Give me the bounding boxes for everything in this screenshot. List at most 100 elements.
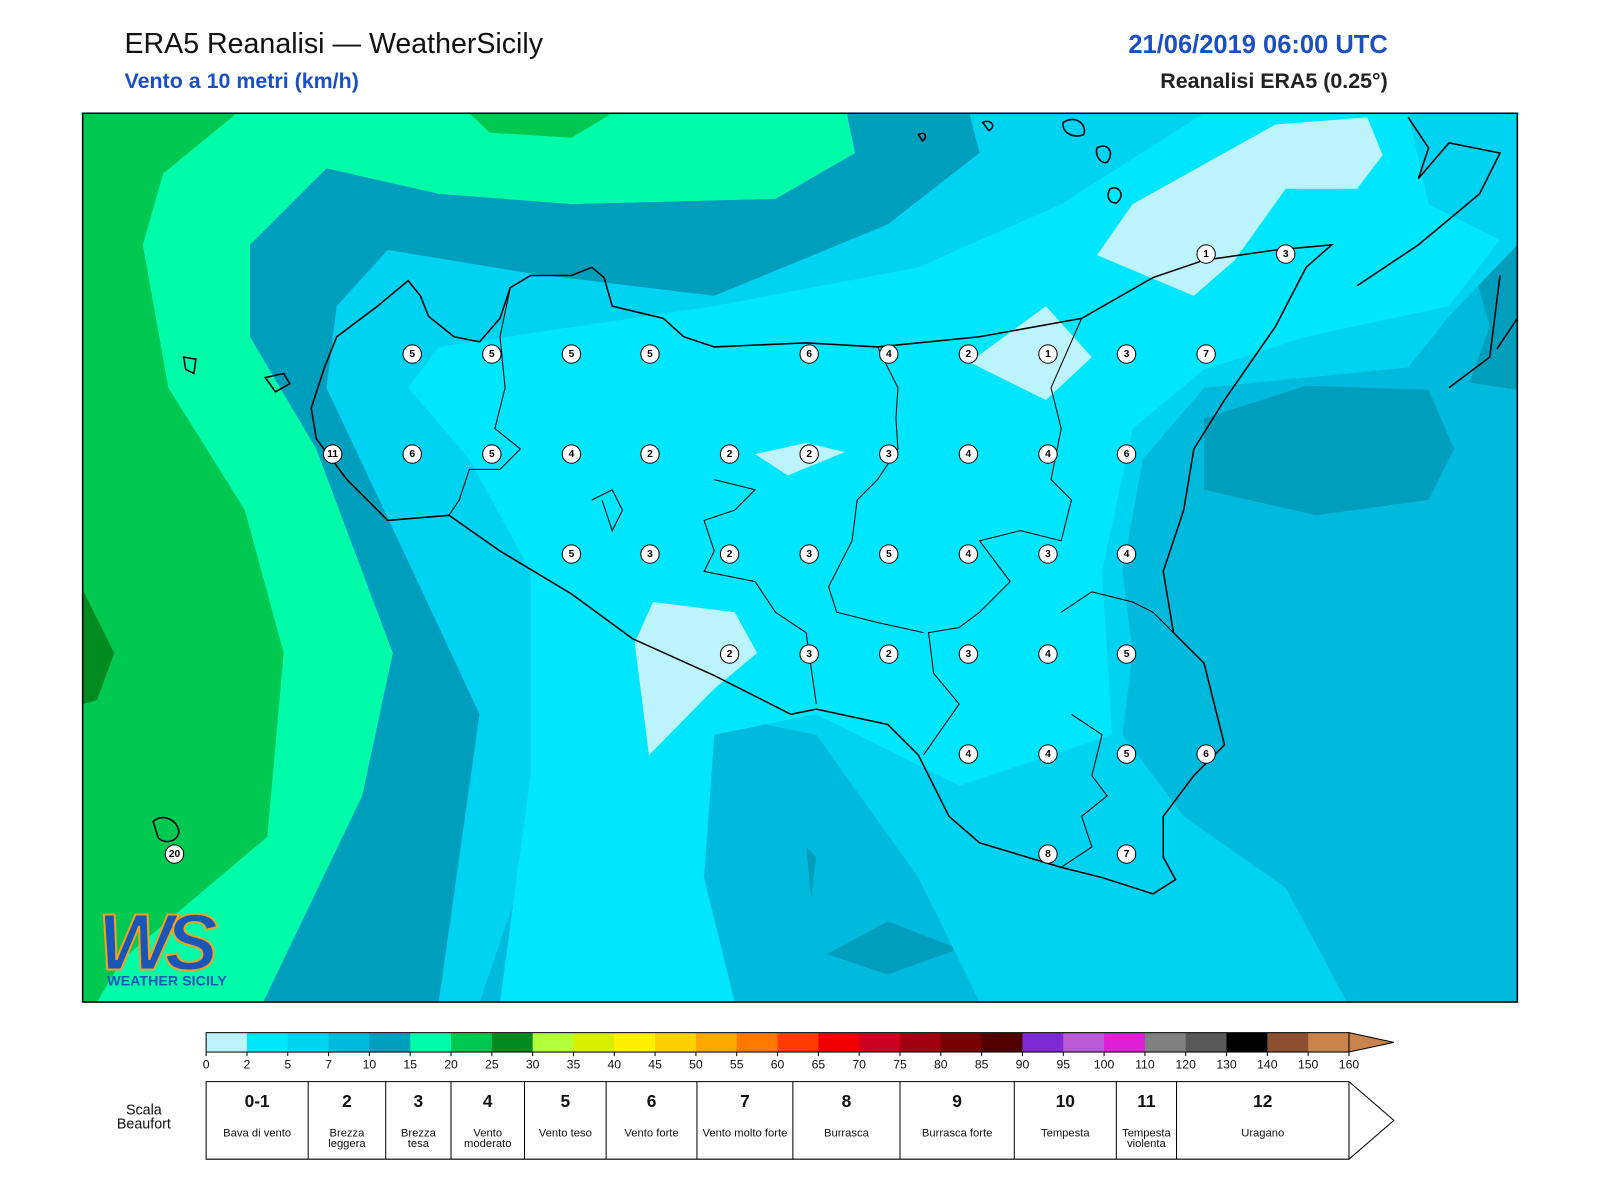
station-marker bbox=[482, 444, 502, 464]
beaufort-level: 2 Brezza leggera bbox=[308, 1082, 386, 1160]
map-frame bbox=[81, 112, 1519, 1003]
beaufort-level: 5 Vento teso bbox=[524, 1082, 606, 1160]
beaufort-outline bbox=[205, 1081, 1395, 1160]
station-value: 5 bbox=[489, 449, 495, 460]
station: 3 bbox=[1116, 344, 1137, 364]
station-marker bbox=[719, 444, 740, 464]
station-value: 5 bbox=[409, 349, 415, 360]
station-value: 3 bbox=[647, 549, 653, 560]
colorbar-tick-label: 20 bbox=[444, 1057, 458, 1071]
beaufort-cell: 5 Vento teso bbox=[524, 1082, 606, 1160]
beaufort-force: 3 bbox=[413, 1091, 424, 1112]
station-value: 11 bbox=[327, 449, 338, 460]
field-15-20 bbox=[82, 113, 856, 1003]
station-value: 3 bbox=[806, 549, 812, 560]
province-borders bbox=[448, 287, 1195, 868]
field-25-30 bbox=[82, 589, 115, 705]
station: 4 bbox=[958, 444, 979, 464]
station: 6 bbox=[799, 344, 819, 364]
station-marker bbox=[1038, 844, 1058, 864]
color-swatch bbox=[1144, 1032, 1187, 1053]
beaufort-force: 12 bbox=[1253, 1091, 1273, 1112]
beaufort-cell: 3 Brezza tesa bbox=[401, 1091, 436, 1150]
color-swatch bbox=[206, 1032, 248, 1053]
colorbar-tick-label: 85 bbox=[975, 1057, 989, 1071]
station-value: 6 bbox=[806, 349, 812, 360]
station: 3 bbox=[879, 444, 899, 464]
station-marker bbox=[879, 444, 899, 464]
subtitle: Vento a 10 metri (km/h) bbox=[124, 69, 358, 93]
station-value: 4 bbox=[1045, 449, 1051, 460]
beaufort-force: 9 bbox=[952, 1091, 962, 1112]
beaufort-level: 7 Vento molto forte bbox=[697, 1082, 793, 1160]
colorbar-tick-label: 45 bbox=[648, 1057, 662, 1071]
color-swatch bbox=[491, 1032, 534, 1053]
colorbar-tick-label: 70 bbox=[852, 1057, 866, 1071]
station-value: 3 bbox=[1124, 349, 1130, 360]
color-swatch bbox=[451, 1032, 493, 1053]
beaufort-description: Tempesta bbox=[1040, 1127, 1090, 1140]
station: 7 bbox=[1116, 844, 1137, 864]
station-marker bbox=[561, 444, 582, 464]
beaufort-cell: 8 Burrasca bbox=[824, 1092, 869, 1139]
color-swatch bbox=[655, 1032, 697, 1053]
station-value: 6 bbox=[409, 449, 415, 460]
beaufort-cell: 10 Tempesta bbox=[1014, 1082, 1116, 1160]
colorbar-tick-label: 130 bbox=[1216, 1057, 1237, 1071]
colorbar-tick-label: 40 bbox=[607, 1057, 621, 1071]
station-marker bbox=[1038, 444, 1058, 464]
field-20-25 bbox=[469, 113, 613, 138]
color-swatch bbox=[695, 1032, 738, 1053]
station-marker bbox=[1038, 344, 1058, 364]
beaufort-description: Vento forte bbox=[624, 1127, 679, 1140]
station-value: 2 bbox=[727, 549, 733, 560]
station-value: 6 bbox=[1203, 749, 1209, 760]
field-0-2 bbox=[634, 602, 758, 756]
field-0-2 bbox=[969, 306, 1092, 400]
station-marker bbox=[1038, 644, 1058, 664]
colorbar-tick-label: 160 bbox=[1339, 1057, 1360, 1071]
field-10-15 bbox=[806, 846, 817, 898]
station-value: 2 bbox=[727, 449, 733, 460]
station-value: 5 bbox=[1124, 649, 1130, 660]
beaufort-force: 5 bbox=[560, 1091, 571, 1112]
color-swatch bbox=[287, 1032, 330, 1053]
station: 2 bbox=[799, 444, 819, 464]
station-marker bbox=[1116, 644, 1137, 664]
beaufort-level: 10 Tempesta bbox=[1014, 1082, 1116, 1160]
color-swatch bbox=[1267, 1032, 1309, 1053]
station-value: 8 bbox=[1045, 849, 1051, 860]
station-marker bbox=[1196, 344, 1216, 364]
station: 20 bbox=[164, 844, 185, 864]
station-value: 2 bbox=[727, 649, 733, 660]
colorbar-tick-label: 120 bbox=[1176, 1057, 1197, 1071]
station-marker bbox=[1116, 844, 1137, 864]
station: 3 bbox=[799, 544, 819, 564]
beaufort-cell: 11 Tempesta violenta bbox=[1122, 1092, 1171, 1150]
station: 6 bbox=[1196, 744, 1216, 764]
station-value: 1 bbox=[1203, 249, 1209, 260]
station: 4 bbox=[958, 744, 979, 764]
color-swatch bbox=[859, 1032, 901, 1053]
station-marker bbox=[1116, 344, 1137, 364]
beaufort-force: 4 bbox=[482, 1091, 493, 1112]
colorbar-extend-arrow bbox=[1348, 1032, 1394, 1053]
colorbar-tick-label: 140 bbox=[1257, 1057, 1278, 1071]
field-10-15 bbox=[826, 921, 960, 975]
beaufort-description: Burrasca forte bbox=[921, 1127, 993, 1140]
station: 2 bbox=[958, 344, 979, 364]
colorbar-tick-label: 80 bbox=[934, 1057, 948, 1071]
colorbar-tick-label: 15 bbox=[403, 1057, 417, 1071]
station-marker bbox=[1276, 244, 1296, 264]
station-marker bbox=[1116, 444, 1137, 464]
station: 4 bbox=[879, 344, 899, 364]
colorbar-tick-label: 25 bbox=[485, 1057, 499, 1071]
station-marker bbox=[322, 444, 343, 464]
station: 3 bbox=[1038, 544, 1058, 564]
colorbar-tick-label: 2 bbox=[244, 1057, 251, 1071]
color-swatch bbox=[777, 1032, 819, 1053]
beaufort-description: Vento moderato bbox=[464, 1127, 512, 1150]
station-marker bbox=[640, 344, 660, 364]
station: 2 bbox=[719, 544, 740, 564]
colorbar-tick-label: 110 bbox=[1135, 1057, 1155, 1071]
